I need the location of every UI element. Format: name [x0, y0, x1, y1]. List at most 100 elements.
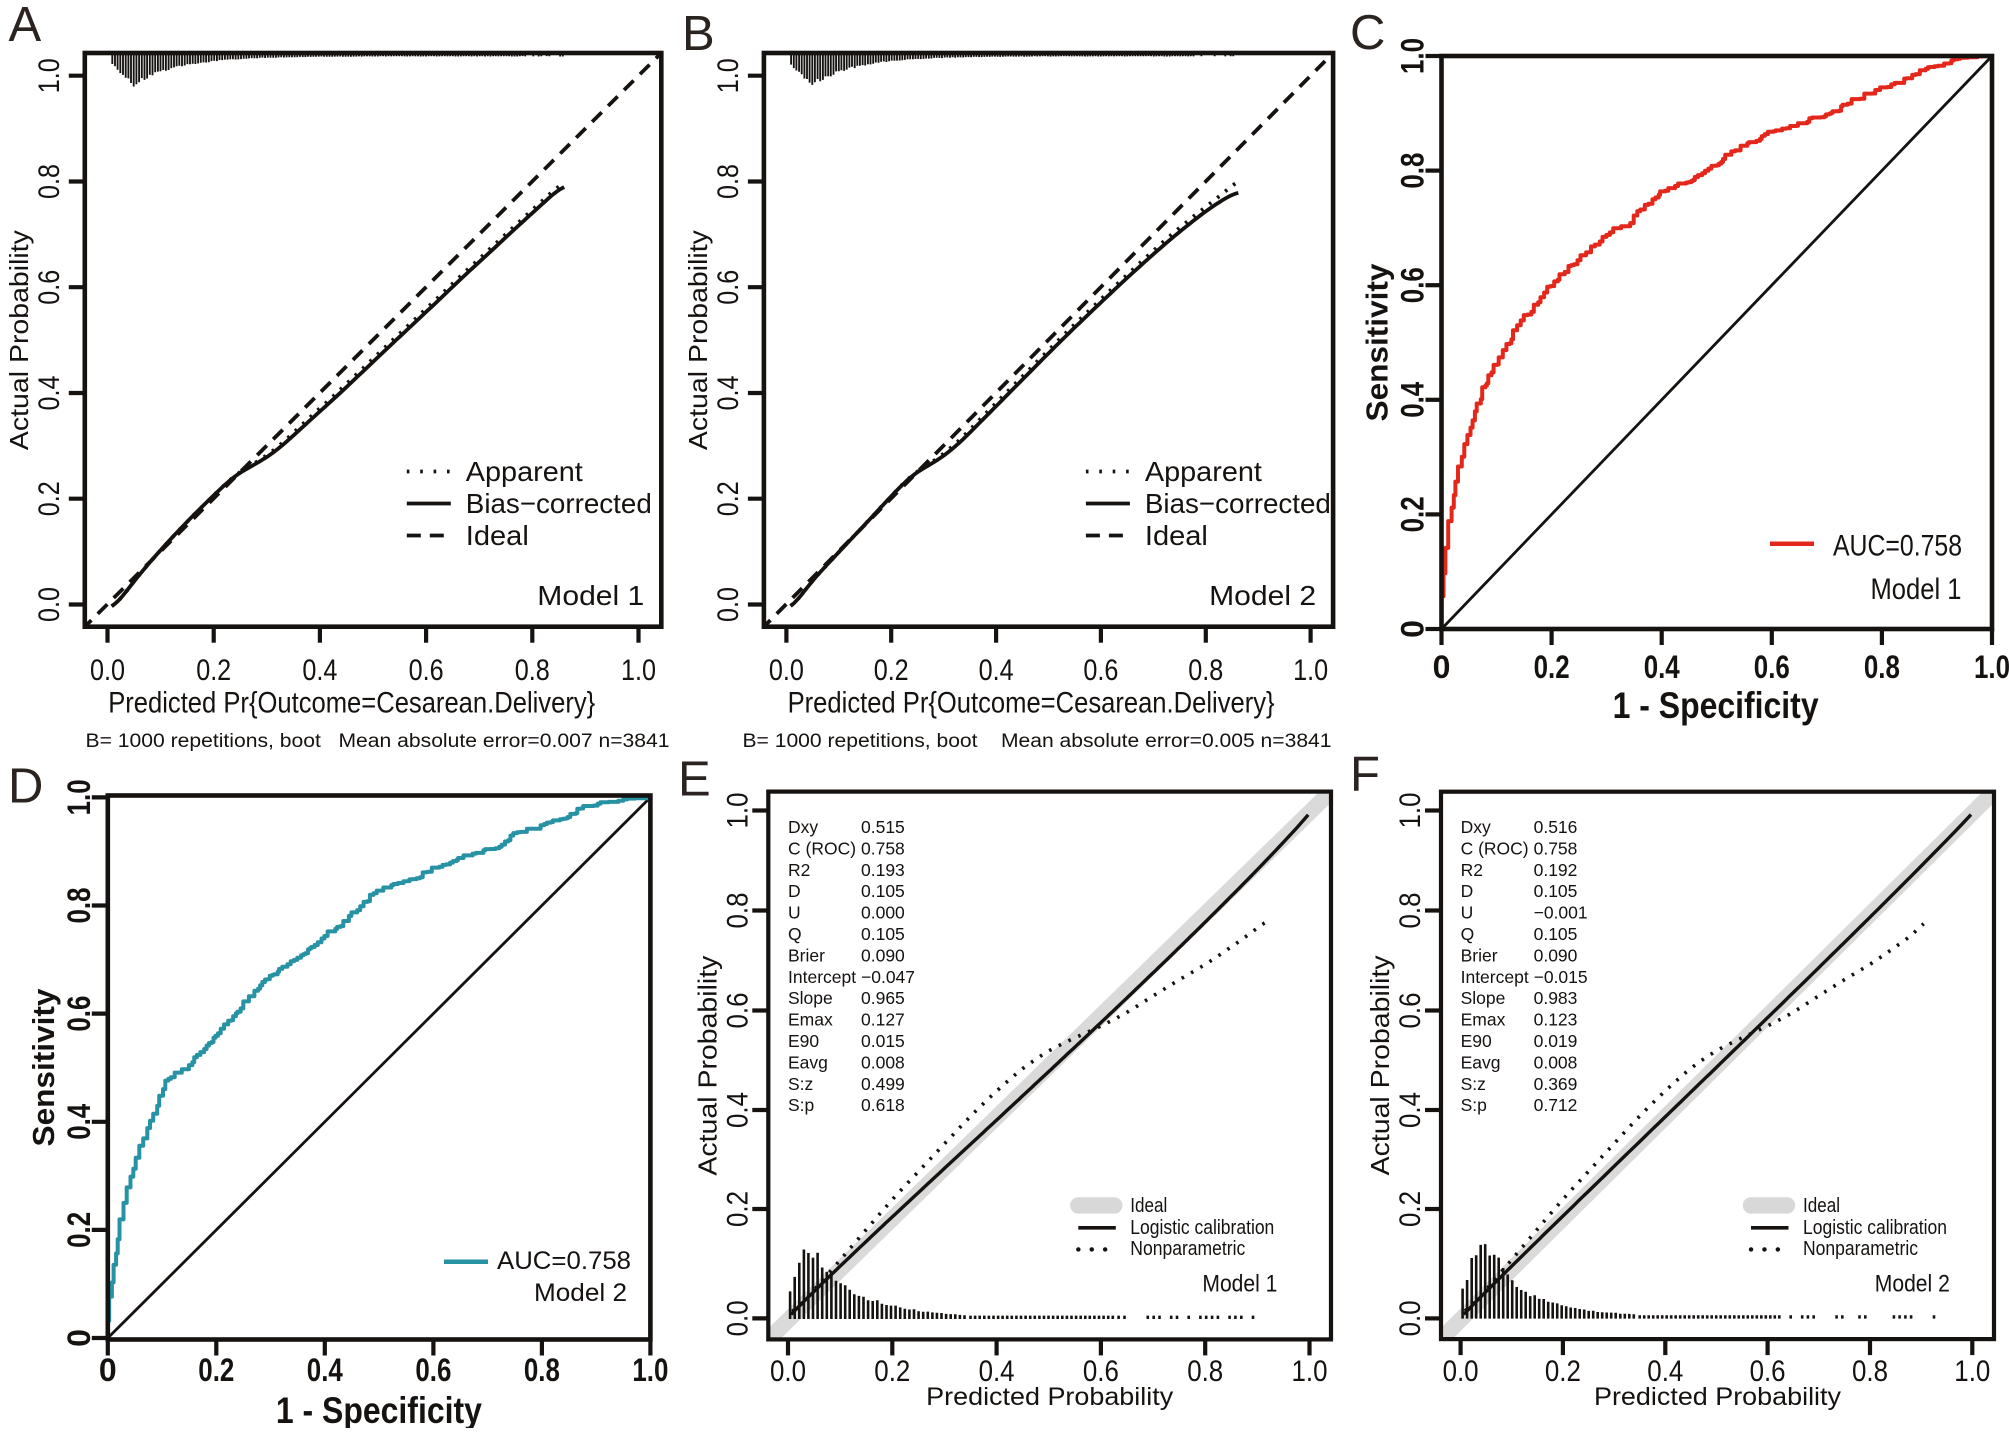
svg-text:AUC=0.758: AUC=0.758 [497, 1247, 631, 1275]
svg-text:0.0: 0.0 [1443, 1355, 1479, 1388]
svg-text:AUC=0.758: AUC=0.758 [1833, 529, 1962, 562]
svg-text:0.2: 0.2 [1534, 649, 1570, 685]
svg-text:1.0: 1.0 [1954, 1355, 1990, 1388]
svg-text:0.2: 0.2 [1545, 1355, 1581, 1388]
svg-text:−0.001: −0.001 [1534, 903, 1588, 923]
svg-text:0.2: 0.2 [61, 1212, 97, 1248]
svg-text:Actual Probability: Actual Probability [1365, 955, 1395, 1175]
svg-text:Ideal: Ideal [1803, 1195, 1840, 1217]
svg-text:0.8: 0.8 [33, 164, 66, 199]
svg-text:0.4: 0.4 [33, 376, 66, 411]
svg-text:E: E [678, 753, 711, 807]
svg-text:0.369: 0.369 [1534, 1074, 1578, 1094]
svg-text:D: D [788, 881, 801, 901]
svg-text:D: D [8, 760, 43, 814]
svg-text:S:z: S:z [788, 1074, 813, 1094]
svg-text:0.0: 0.0 [90, 654, 125, 687]
svg-text:1.0: 1.0 [632, 1352, 668, 1388]
svg-text:0.8: 0.8 [515, 654, 550, 687]
svg-text:Predicted Pr{Outcome=Cesarean.: Predicted Pr{Outcome=Cesarean.Delivery} [788, 687, 1275, 720]
svg-text:0: 0 [61, 1329, 97, 1347]
svg-text:0.6: 0.6 [409, 654, 444, 687]
svg-text:1.0: 1.0 [1974, 649, 2009, 685]
svg-text:0.8: 0.8 [721, 893, 754, 929]
svg-text:Brier: Brier [788, 945, 825, 965]
svg-text:0.4: 0.4 [302, 654, 337, 687]
svg-text:0.105: 0.105 [861, 881, 905, 901]
svg-text:B= 1000 repetitions, boot M: B= 1000 repetitions, boot Mean absolute … [743, 731, 1332, 752]
svg-text:0.516: 0.516 [1534, 817, 1578, 837]
svg-text:Intercept: Intercept [1461, 967, 1529, 987]
svg-text:C (ROC): C (ROC) [1461, 838, 1529, 858]
svg-text:Emax: Emax [788, 1010, 833, 1030]
svg-text:0.2: 0.2 [198, 1352, 234, 1388]
svg-text:0.6: 0.6 [1754, 649, 1790, 685]
svg-text:F: F [1350, 748, 1380, 802]
svg-text:Intercept: Intercept [788, 967, 856, 987]
svg-text:0.6: 0.6 [1083, 654, 1118, 687]
svg-text:R2: R2 [788, 860, 810, 880]
svg-text:Model 2: Model 2 [1875, 1271, 1950, 1298]
svg-text:0.6: 0.6 [712, 270, 745, 305]
svg-text:0.2: 0.2 [1394, 1191, 1427, 1227]
svg-text:0: 0 [1433, 649, 1451, 685]
svg-text:−0.015: −0.015 [1534, 967, 1588, 987]
svg-text:1 - Specificity: 1 - Specificity [1613, 685, 1819, 726]
svg-text:0.2: 0.2 [196, 654, 231, 687]
svg-text:S:z: S:z [1461, 1074, 1486, 1094]
svg-text:Eavg: Eavg [1461, 1052, 1501, 1072]
svg-text:0.515: 0.515 [861, 817, 905, 837]
svg-text:Model 1: Model 1 [1202, 1271, 1277, 1298]
svg-text:1.0: 1.0 [61, 779, 97, 815]
svg-text:Nonparametric: Nonparametric [1803, 1238, 1918, 1260]
svg-text:Actual Probability: Actual Probability [4, 230, 34, 450]
svg-text:U: U [1461, 903, 1474, 923]
svg-text:0.6: 0.6 [1395, 267, 1431, 303]
svg-text:0.8: 0.8 [61, 888, 97, 924]
svg-text:Apparent: Apparent [1145, 456, 1262, 487]
svg-text:0.4: 0.4 [307, 1352, 343, 1388]
svg-text:0.2: 0.2 [33, 481, 66, 516]
svg-text:0.983: 0.983 [1534, 988, 1578, 1008]
svg-text:Actual Probability: Actual Probability [692, 956, 722, 1176]
svg-text:1 - Specificity: 1 - Specificity [276, 1390, 482, 1428]
svg-text:0.6: 0.6 [1394, 993, 1427, 1029]
svg-text:Sensitivity: Sensitivity [26, 988, 61, 1147]
svg-text:0.0: 0.0 [1394, 1300, 1427, 1336]
svg-text:0.127: 0.127 [861, 1010, 905, 1030]
svg-text:0.6: 0.6 [1750, 1355, 1786, 1388]
svg-text:0.0: 0.0 [721, 1300, 754, 1336]
svg-text:Model 2: Model 2 [1209, 580, 1316, 611]
svg-text:U: U [788, 903, 801, 923]
svg-text:0.4: 0.4 [1394, 1092, 1427, 1128]
svg-text:0.8: 0.8 [1852, 1355, 1888, 1388]
svg-text:Sensitivity: Sensitivity [1360, 263, 1395, 422]
svg-text:1.0: 1.0 [1293, 654, 1328, 687]
svg-text:B= 1000 repetitions, boot Me: B= 1000 repetitions, boot Mean absolute … [86, 731, 670, 752]
svg-text:0.2: 0.2 [1395, 496, 1431, 532]
svg-text:0.499: 0.499 [861, 1074, 905, 1094]
svg-text:0.6: 0.6 [721, 993, 754, 1029]
svg-text:Slope: Slope [1461, 988, 1506, 1008]
svg-text:0: 0 [99, 1352, 117, 1388]
svg-text:1.0: 1.0 [721, 793, 754, 829]
svg-text:Ideal: Ideal [1145, 520, 1208, 551]
svg-text:S:p: S:p [788, 1095, 814, 1115]
svg-text:0.090: 0.090 [861, 945, 905, 965]
svg-text:1.0: 1.0 [1394, 793, 1427, 829]
svg-text:Q: Q [1461, 924, 1475, 944]
svg-text:0.4: 0.4 [61, 1104, 97, 1140]
svg-text:A: A [9, 0, 42, 52]
svg-text:0.6: 0.6 [415, 1352, 451, 1388]
svg-text:0.6: 0.6 [61, 996, 97, 1032]
svg-text:Model 1: Model 1 [537, 580, 644, 611]
svg-text:Slope: Slope [788, 988, 833, 1008]
svg-text:0.0: 0.0 [712, 587, 745, 622]
svg-text:1.0: 1.0 [621, 654, 656, 687]
svg-text:1.0: 1.0 [712, 58, 745, 93]
svg-text:0.712: 0.712 [1534, 1095, 1578, 1115]
svg-text:0.019: 0.019 [1534, 1031, 1578, 1051]
svg-text:0: 0 [1395, 620, 1431, 638]
svg-text:1.0: 1.0 [1292, 1355, 1328, 1388]
svg-text:0.758: 0.758 [1534, 838, 1578, 858]
